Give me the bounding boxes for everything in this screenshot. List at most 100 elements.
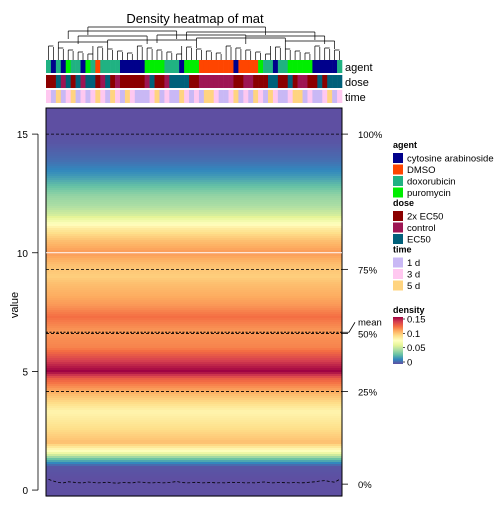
legend-label: EC50 [407, 235, 431, 246]
density-band [46, 294, 342, 297]
annotation-cell-dose [65, 75, 71, 88]
annotation-cell-dose [120, 75, 126, 88]
annotation-cell-agent [208, 60, 215, 73]
annotation-cell-time [332, 90, 338, 103]
density-band [46, 210, 342, 213]
annotation-cell-dose [263, 75, 269, 88]
annotation-cell-agent [169, 60, 175, 73]
density-band [46, 184, 342, 187]
density-band [46, 252, 342, 255]
density-band [46, 492, 342, 495]
annotation-cell-dose [144, 75, 150, 88]
density-band [46, 342, 342, 345]
density-band [46, 282, 342, 285]
density-band [46, 146, 342, 149]
density-band [46, 166, 342, 169]
annotation-cell-time [337, 90, 343, 103]
density-band [46, 142, 342, 145]
annotation-cell-dose [223, 75, 229, 88]
annotation-cell-dose [46, 75, 52, 88]
annotation-cell-dose [154, 75, 160, 88]
density-band [46, 442, 342, 445]
legend-label: 3 d [407, 270, 420, 281]
density-band [46, 246, 342, 249]
annotation-cell-agent [253, 60, 259, 73]
density-band [46, 360, 342, 363]
annotation-cell-agent [292, 60, 298, 73]
annotation-cell-agent [223, 60, 229, 73]
annotation-cell-time [154, 90, 160, 103]
density-band [46, 428, 342, 431]
y-tick-label: 5 [22, 367, 28, 378]
annotation-cell-agent [233, 60, 239, 73]
annotation-cell-dose [337, 75, 343, 88]
legend-swatch [393, 187, 403, 198]
density-band [46, 160, 342, 163]
annotation-cell-time [55, 90, 62, 103]
annotation-cell-time [179, 90, 185, 103]
annotation-cell-time [95, 90, 101, 103]
density-band [46, 212, 342, 215]
density-band [46, 316, 342, 319]
annotation-cell-time [307, 90, 313, 103]
density-band [46, 220, 342, 223]
annotation-cell-agent [70, 60, 76, 73]
annotation-cell-dose [75, 75, 81, 88]
annotation-cell-dose [179, 75, 185, 88]
annotation-cell-agent [115, 60, 121, 73]
annotation-cell-agent [124, 60, 131, 73]
density-band [46, 116, 342, 119]
annotation-cell-agent [144, 60, 150, 73]
annotation-cell-agent [322, 60, 328, 73]
y-tick-label: 15 [17, 130, 29, 141]
density-band [46, 302, 342, 305]
density-band [46, 118, 342, 121]
annotation-cell-time [110, 90, 116, 103]
annotation-cell-time [263, 90, 269, 103]
density-band [46, 258, 342, 261]
annotation-cell-time [139, 90, 145, 103]
annotation-cell-dose [327, 75, 333, 88]
annotation-cell-time [312, 90, 318, 103]
annotation-cell-agent [248, 60, 254, 73]
density-band [46, 206, 342, 209]
annotation-cell-time [120, 90, 126, 103]
annotation-cell-time [70, 90, 76, 103]
legend-panel: agent cytosine arabinosideDMSOdoxorubicin… [393, 140, 494, 369]
density-band [46, 366, 342, 369]
annotation-cell-time [248, 90, 254, 103]
density-band [46, 464, 342, 467]
density-legend-label: 0.05 [407, 343, 426, 354]
density-band [46, 318, 342, 321]
density-band [46, 172, 342, 175]
annotation-cell-time [124, 90, 131, 103]
annotation-cell-dose [268, 75, 274, 88]
annotation-cell-agent [120, 60, 126, 73]
annotation-cell-dose [238, 75, 244, 88]
annotation-cell-dose [164, 75, 170, 88]
annotation-cell-time [233, 90, 239, 103]
density-band [46, 436, 342, 439]
quantile-label: 0% [358, 480, 372, 491]
density-legend-label: 0 [407, 358, 412, 369]
legend-label: DMSO [407, 165, 436, 176]
legend-swatch [393, 234, 403, 244]
annotation-cell-agent [243, 60, 249, 73]
density-band [46, 398, 342, 401]
legend-label: doxorubicin [407, 177, 456, 188]
annotation-cell-agent [184, 60, 190, 73]
annotation-cell-agent [203, 60, 210, 73]
quantile-label: 25% [358, 388, 378, 399]
mean-label: mean [358, 317, 382, 328]
annotation-cell-time [159, 90, 165, 103]
density-band [46, 266, 342, 269]
density-band [46, 292, 342, 295]
density-band [46, 480, 342, 483]
annotation-cell-agent [65, 60, 71, 73]
annotation-cell-dose [253, 75, 259, 88]
density-band [46, 322, 342, 325]
density-band [46, 484, 342, 487]
annotation-cell-time [198, 90, 205, 103]
density-band [46, 334, 342, 337]
